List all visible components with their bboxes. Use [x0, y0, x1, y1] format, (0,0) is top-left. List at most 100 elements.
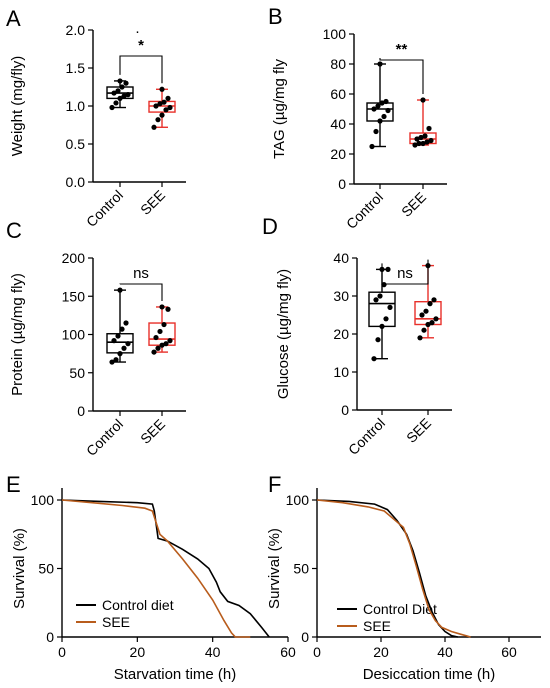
data-point [427, 301, 433, 307]
data-point [381, 282, 387, 288]
x-tick-label: SEE [137, 187, 168, 218]
y-tick-label: 80 [330, 56, 346, 72]
x-tick-label: SEE [137, 416, 168, 447]
data-point [167, 338, 173, 344]
data-point [381, 113, 387, 120]
data-point [153, 334, 159, 341]
panel-letter-d: D [262, 214, 278, 239]
y-tick-label: 40 [333, 250, 349, 266]
data-point [369, 143, 375, 150]
data-point [163, 107, 169, 113]
x-tick-label: 20 [373, 644, 389, 660]
x-tick-label: Control [345, 415, 388, 458]
data-point [379, 323, 385, 329]
data-point [420, 140, 426, 147]
data-point [379, 100, 385, 106]
significance-bracket [381, 259, 429, 285]
panel-a-weight: 0.0 0.5 1.0 1.5 2.0 Weight (mg/fly) Control SEE… [9, 22, 186, 230]
data-point [385, 107, 391, 114]
data-point [428, 137, 434, 144]
data-point [375, 337, 381, 343]
legend-label: SEE [363, 618, 391, 634]
significance-bracket [379, 58, 424, 94]
data-point [159, 112, 165, 118]
data-point [414, 136, 420, 142]
data-point [117, 95, 123, 101]
data-point [420, 97, 426, 103]
y-tick-label: 0 [77, 403, 85, 419]
significance-bracket [119, 55, 163, 84]
x-tick-label: 40 [205, 644, 221, 660]
x-tick-label: 0 [58, 644, 66, 660]
data-point [383, 98, 389, 105]
y-tick-label: 1.5 [66, 60, 86, 76]
y-tick-label: 200 [62, 250, 86, 266]
data-point [159, 304, 165, 310]
data-point [419, 312, 425, 318]
data-point [161, 99, 167, 105]
y-tick-label: 100 [286, 492, 310, 508]
data-point [377, 61, 383, 67]
significance-label: * [138, 37, 144, 54]
y-tick-label: 40 [330, 116, 346, 132]
panel-c-protein: 0 50 100 150 200 Protein (µg/mg fly) Control SE… [9, 250, 186, 459]
data-point [159, 86, 165, 92]
panel-letter-e: E [6, 472, 21, 497]
data-point [109, 104, 115, 111]
x-tick-label: 20 [130, 644, 146, 660]
data-point [377, 118, 383, 124]
x-axis-label: Desiccation time (h) [363, 666, 496, 683]
data-point [115, 333, 121, 339]
data-point [421, 327, 427, 333]
significance-bracket [119, 283, 163, 301]
x-tick-label: SEE [403, 415, 434, 446]
x-tick-label: 0 [313, 644, 321, 660]
x-tick-label: Control [343, 189, 386, 232]
data-point [422, 133, 428, 139]
data-point [113, 357, 119, 363]
significance-label: ns [397, 265, 413, 282]
data-point [387, 304, 393, 310]
data-point [433, 316, 439, 322]
y-tick-label: 50 [293, 561, 309, 577]
x-tick-label: Control [83, 187, 126, 230]
data-point [371, 356, 377, 362]
y-tick-label: 0 [301, 629, 309, 645]
data-point [117, 78, 123, 84]
data-point [151, 349, 157, 355]
y-axis-label: Weight (mg/fly) [9, 56, 26, 157]
y-tick-label: 100 [323, 26, 347, 42]
x-tick-label: Control [83, 416, 126, 459]
data-point [119, 84, 125, 90]
y-axis-label: Survival (%) [266, 528, 283, 609]
y-tick-label: 60 [330, 86, 346, 102]
significance-label: ns [133, 265, 149, 282]
data-point [159, 342, 165, 348]
data-point [412, 142, 418, 148]
y-tick-label: 100 [31, 492, 55, 508]
data-point [385, 266, 391, 272]
data-point [125, 341, 131, 347]
data-point [121, 345, 127, 351]
data-point [155, 345, 161, 351]
y-tick-label: 30 [333, 288, 349, 304]
x-tick-label: 40 [437, 644, 453, 660]
data-point [373, 128, 379, 135]
outlier-dot: · [135, 23, 140, 40]
y-axis-label: Survival (%) [11, 528, 28, 609]
data-point [371, 106, 377, 112]
data-point [425, 321, 431, 328]
data-point [373, 297, 379, 303]
data-point [163, 341, 169, 347]
series-line [61, 499, 270, 638]
data-point [157, 101, 163, 107]
x-tick-label: 60 [501, 644, 517, 660]
data-point [115, 88, 121, 94]
y-tick-label: 10 [333, 364, 349, 380]
x-tick-label: SEE [398, 189, 429, 220]
panel-letter-a: A [6, 6, 21, 31]
data-point [417, 335, 423, 341]
data-point [424, 139, 430, 145]
y-tick-label: 50 [69, 365, 85, 381]
